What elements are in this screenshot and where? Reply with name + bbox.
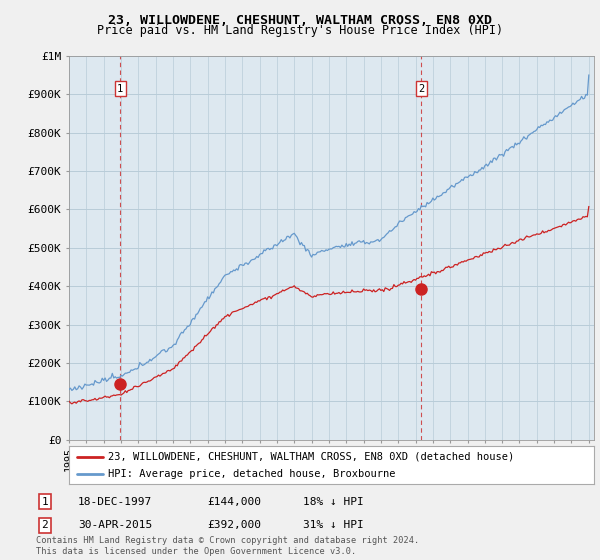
Text: 2: 2	[41, 520, 49, 530]
Text: 30-APR-2015: 30-APR-2015	[78, 520, 152, 530]
Text: 1: 1	[41, 497, 49, 507]
Text: 1: 1	[117, 83, 124, 94]
Text: £144,000: £144,000	[207, 497, 261, 507]
Text: £392,000: £392,000	[207, 520, 261, 530]
Text: Price paid vs. HM Land Registry's House Price Index (HPI): Price paid vs. HM Land Registry's House …	[97, 24, 503, 36]
Text: HPI: Average price, detached house, Broxbourne: HPI: Average price, detached house, Brox…	[109, 469, 396, 479]
Text: 31% ↓ HPI: 31% ↓ HPI	[303, 520, 364, 530]
Text: 23, WILLOWDENE, CHESHUNT, WALTHAM CROSS, EN8 0XD: 23, WILLOWDENE, CHESHUNT, WALTHAM CROSS,…	[108, 14, 492, 27]
Text: 18-DEC-1997: 18-DEC-1997	[78, 497, 152, 507]
Text: Contains HM Land Registry data © Crown copyright and database right 2024.
This d: Contains HM Land Registry data © Crown c…	[36, 536, 419, 556]
Text: 18% ↓ HPI: 18% ↓ HPI	[303, 497, 364, 507]
Text: 23, WILLOWDENE, CHESHUNT, WALTHAM CROSS, EN8 0XD (detached house): 23, WILLOWDENE, CHESHUNT, WALTHAM CROSS,…	[109, 451, 515, 461]
Text: 2: 2	[418, 83, 424, 94]
